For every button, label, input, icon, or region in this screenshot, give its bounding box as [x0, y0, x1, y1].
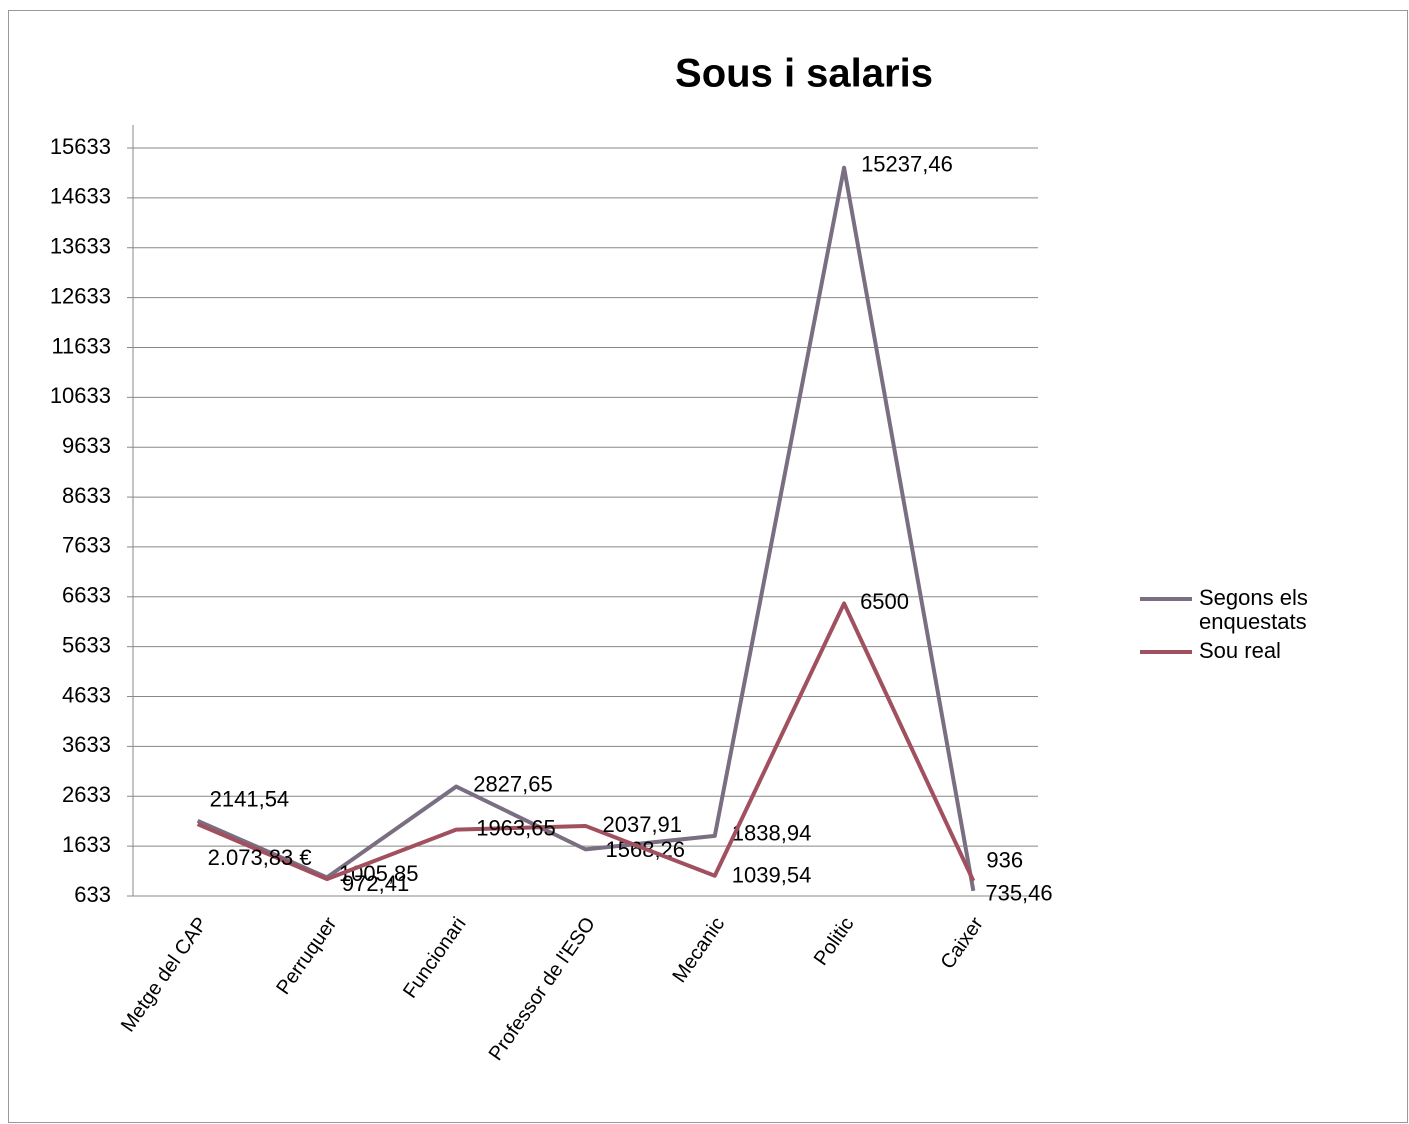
- data-label: 1039,54: [732, 863, 812, 888]
- chart-title: Sous i salaris: [675, 52, 933, 96]
- legend-label: Sou real: [1199, 638, 1281, 663]
- y-tick-label: 15633: [50, 134, 111, 159]
- y-tick-label: 11633: [51, 333, 111, 358]
- y-tick-label: 7633: [62, 533, 111, 558]
- data-label: 972,41: [342, 871, 409, 896]
- data-label: 15237,46: [861, 152, 953, 177]
- y-tick-label: 8633: [62, 483, 111, 508]
- y-tick-label: 6633: [62, 583, 111, 608]
- x-tick-label: Politic: [810, 913, 859, 969]
- y-tick-label: 2633: [62, 782, 111, 807]
- data-label: 2.073,83 €: [208, 845, 312, 870]
- y-tick-label: 633: [74, 882, 111, 907]
- x-tick-label: Professor de l'ESO: [485, 913, 600, 1064]
- data-label: 1838,94: [732, 821, 812, 846]
- data-label: 2141,54: [210, 787, 290, 812]
- data-label: 1005,85: [339, 861, 419, 886]
- y-tick-label: 10633: [50, 383, 111, 408]
- x-tick-label: Caixer: [937, 913, 988, 973]
- y-tick-label: 1633: [62, 832, 111, 857]
- chart-frame: [8, 10, 1408, 1123]
- x-tick-label: Perruquer: [272, 913, 341, 999]
- data-label: 2037,91: [603, 812, 683, 837]
- data-label: 2827,65: [473, 771, 553, 796]
- y-tick-label: 4633: [62, 682, 111, 707]
- legend-label: Segons els enquestats: [1199, 585, 1308, 634]
- y-tick-label: 5633: [62, 632, 111, 657]
- x-tick-label: Metge del CAP: [117, 913, 212, 1036]
- y-tick-label: 12633: [50, 283, 111, 308]
- line-series: [196, 601, 976, 882]
- line-series: [196, 165, 976, 892]
- y-tick-label: 9633: [62, 433, 111, 458]
- y-tick-label: 14633: [50, 184, 111, 209]
- y-tick-label: 3633: [62, 732, 111, 757]
- data-label: 735,46: [985, 881, 1052, 906]
- data-label: 6500: [860, 589, 909, 614]
- x-tick-label: Funcionari: [399, 913, 471, 1002]
- data-label: 936: [986, 848, 1023, 873]
- y-tick-label: 13633: [50, 234, 111, 259]
- data-label: 1963,65: [476, 815, 556, 840]
- x-tick-label: Mecanic: [668, 913, 729, 987]
